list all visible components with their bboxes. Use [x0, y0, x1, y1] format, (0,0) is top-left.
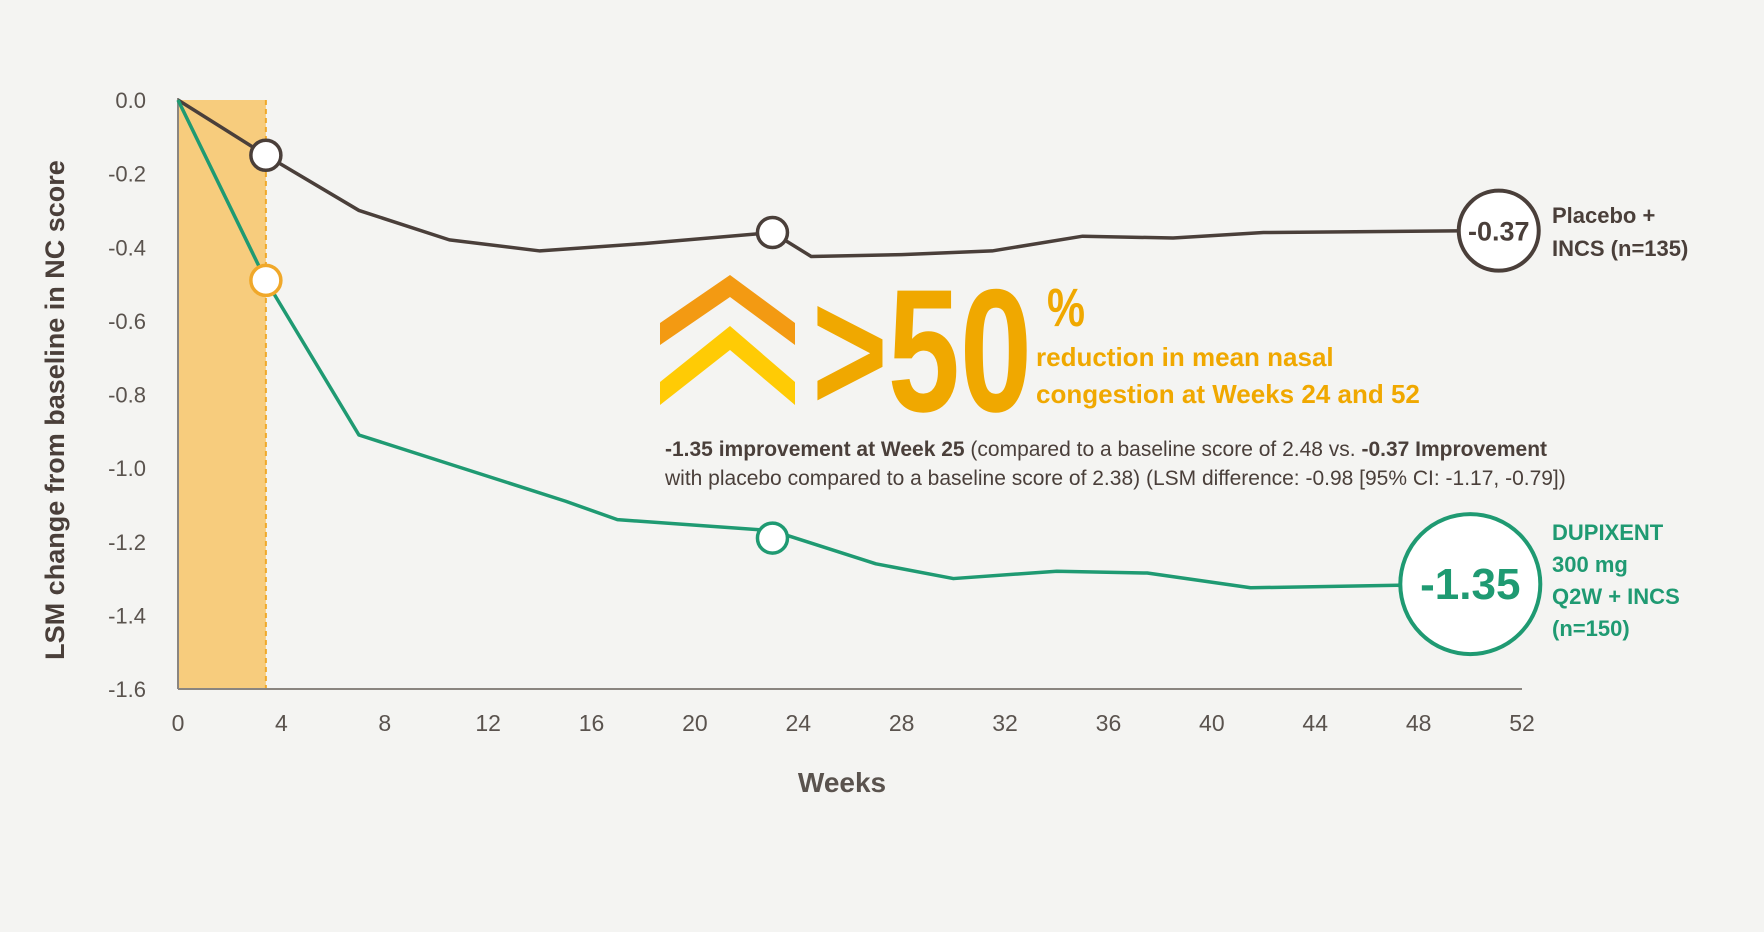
y-tick-label: -0.6: [108, 309, 146, 334]
callout-note-bold-2: -0.37 Improvement: [1361, 438, 1547, 461]
series-line-0: [177, 98, 1484, 259]
chevron-up-icon: [660, 326, 795, 405]
series-label: (n=150): [1552, 616, 1630, 641]
y-tick-label: -1.2: [108, 530, 146, 555]
x-tick-label: 52: [1509, 710, 1535, 736]
x-tick-label: 28: [889, 710, 915, 736]
series-label: 300 mg: [1552, 552, 1628, 577]
y-tick-label: -0.4: [108, 235, 146, 260]
y-tick-label: -1.0: [108, 456, 146, 481]
series-marker: [755, 521, 790, 555]
endpoint-value: -1.35: [1420, 560, 1520, 609]
x-tick-label: 48: [1406, 710, 1432, 736]
endpoint-value: -0.37: [1468, 217, 1530, 247]
y-tick-label: -1.6: [108, 677, 146, 702]
series-label: DUPIXENT: [1552, 520, 1664, 545]
callout-percent: %: [1047, 278, 1085, 338]
x-tick-label: 44: [1302, 710, 1328, 736]
callout-note-plain-1: (compared to a baseline score of 2.48 vs…: [965, 438, 1362, 461]
x-tick-label: 32: [992, 710, 1018, 736]
callout-note-bold-1: -1.35 improvement at Week 25: [665, 438, 965, 461]
y-axis-label: LSM change from baseline in NC score: [40, 160, 70, 660]
series-marker: [249, 263, 283, 298]
x-tick-label: 8: [378, 710, 391, 736]
callout: >50 % reduction in mean nasal congestion…: [660, 254, 1566, 490]
y-tick-labels: 0.0 -0.2 -0.4 -0.6 -0.8 -1.0 -1.2 -1.4 -1.6: [108, 88, 146, 702]
callout-subtitle-line-2: congestion at Weeks 24 and 52: [1036, 379, 1420, 409]
callout-note-line-2: with placebo compared to a baseline scor…: [664, 467, 1566, 490]
x-tick-label: 4: [275, 710, 288, 736]
callout-subtitle-line-1: reduction in mean nasal: [1036, 342, 1334, 372]
series-layer: [176, 98, 1484, 590]
x-tick-label: 40: [1199, 710, 1225, 736]
endpoint-bubble: [1398, 512, 1543, 657]
x-tick-label: 16: [579, 710, 605, 736]
y-tick-label: -1.4: [108, 603, 146, 628]
x-tick-label: 36: [1096, 710, 1122, 736]
y-tick-label: -0.8: [108, 383, 146, 408]
y-tick-label: -0.2: [108, 162, 146, 187]
y-tick-label: 0.0: [115, 88, 146, 113]
endpoint-bubble: [1456, 188, 1541, 273]
x-tick-label: 24: [786, 710, 812, 736]
endpoint-layer: -0.37 Placebo + INCS (n=135) -1.35 DUPIXENT 3…: [1398, 188, 1688, 657]
x-tick-label: 20: [682, 710, 708, 736]
callout-note-line-1: -1.35 improvement at Week 25 (compared t…: [665, 438, 1547, 461]
series-label: INCS (n=135): [1552, 236, 1688, 261]
series-label: Placebo +: [1552, 203, 1655, 228]
shaded-region: [178, 100, 266, 689]
callout-big-number: >50: [812, 254, 1032, 449]
x-tick-label: 12: [475, 710, 501, 736]
x-tick-labels: 0 4 8 12 16 20 24 28 32 36 40 44 48 52: [172, 710, 1535, 736]
series-marker: [755, 215, 790, 250]
series-label: Q2W + INCS: [1552, 584, 1680, 609]
chevron-up-icon: [660, 275, 795, 345]
x-axis-label: Weeks: [798, 767, 886, 798]
series-marker: [249, 138, 283, 172]
x-tick-label: 0: [172, 710, 185, 736]
